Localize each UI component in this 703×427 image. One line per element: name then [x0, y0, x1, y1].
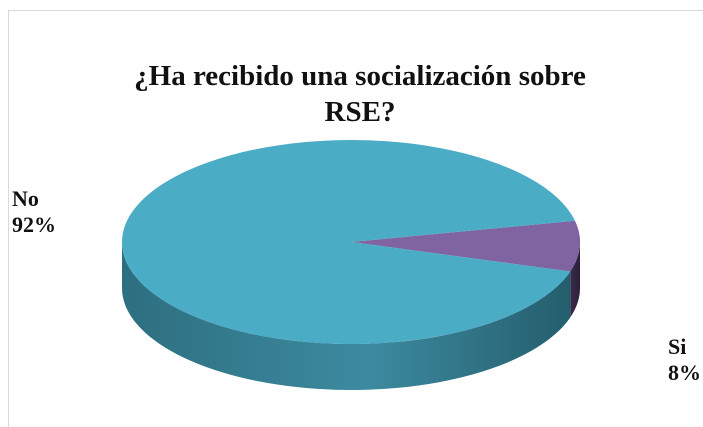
- pie-slice-si: [351, 220, 580, 272]
- data-label-si: Si 8%: [668, 334, 701, 386]
- pie-side-no: [122, 242, 571, 390]
- data-label-si-name: Si: [668, 334, 687, 359]
- pie-slice-no: [121, 140, 575, 345]
- pie-side-si: [570, 242, 580, 318]
- chart-border-left: [8, 10, 9, 427]
- chart-title-line-1: ¿Ha recibido una socialización sobre: [134, 60, 586, 92]
- data-label-no-value: 92%: [12, 212, 56, 237]
- chart-title: ¿Ha recibido una socialización sobre RSE…: [60, 58, 660, 130]
- data-label-no: No 92%: [12, 186, 56, 238]
- chart-title-line-2: RSE?: [324, 96, 396, 128]
- data-label-no-name: No: [12, 186, 39, 211]
- data-label-si-value: 8%: [668, 360, 701, 385]
- chart-border-top: [8, 10, 703, 11]
